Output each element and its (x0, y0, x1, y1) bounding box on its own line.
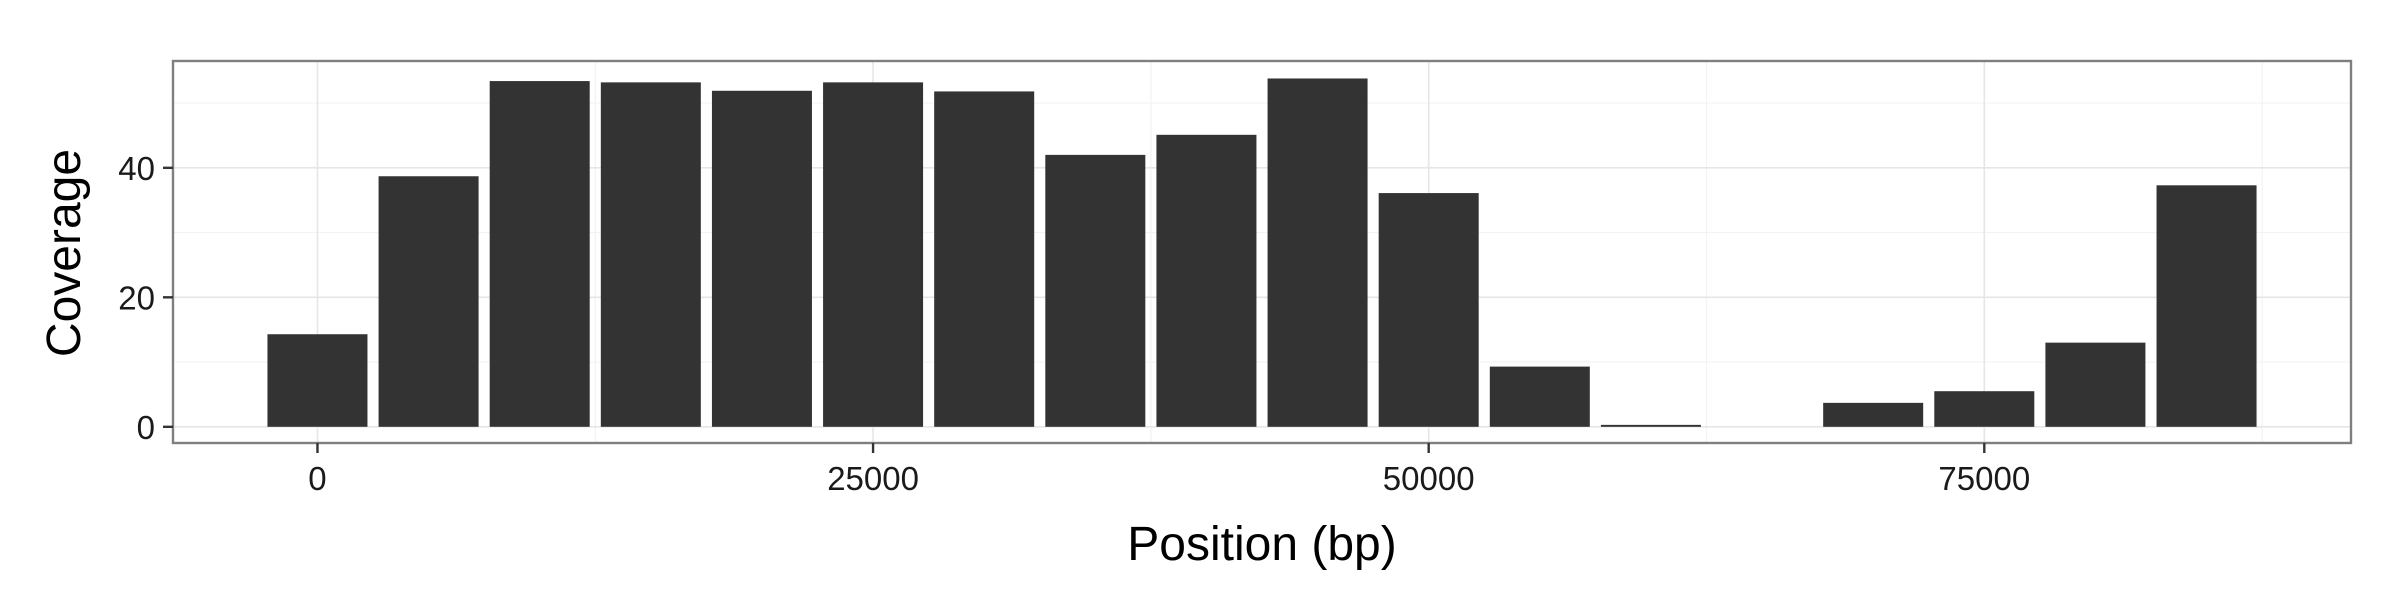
x-axis: 0 25000 50000 75000 (308, 443, 2030, 497)
x-tick-label: 0 (308, 460, 326, 497)
y-tick-label: 0 (137, 409, 155, 446)
bar (711, 90, 812, 427)
x-axis-title: Position (bp) (1127, 518, 1396, 571)
bar (600, 82, 701, 427)
y-tick-label: 20 (118, 279, 155, 316)
plot-panel-border (171, 59, 2353, 445)
bar (1934, 391, 2035, 427)
bar (378, 176, 479, 427)
bar (2045, 342, 2146, 427)
bar (1378, 193, 1479, 427)
bar (823, 82, 924, 427)
y-axis-title: Coverage (38, 149, 91, 357)
bar (267, 334, 368, 427)
bar (489, 81, 590, 427)
y-axis: 0 20 40 (118, 150, 173, 446)
bar (1045, 154, 1146, 427)
bar (1489, 366, 1590, 427)
x-tick-label: 25000 (827, 460, 919, 497)
bars (267, 78, 2257, 427)
bar (1156, 134, 1257, 427)
bar (1600, 424, 1701, 427)
x-tick-label: 75000 (1938, 460, 2030, 497)
bar (1823, 402, 1924, 427)
x-tick-label: 50000 (1383, 460, 1475, 497)
bar (934, 91, 1035, 427)
y-tick-label: 40 (118, 150, 155, 187)
bar (1267, 78, 1368, 427)
bar (2156, 185, 2257, 427)
